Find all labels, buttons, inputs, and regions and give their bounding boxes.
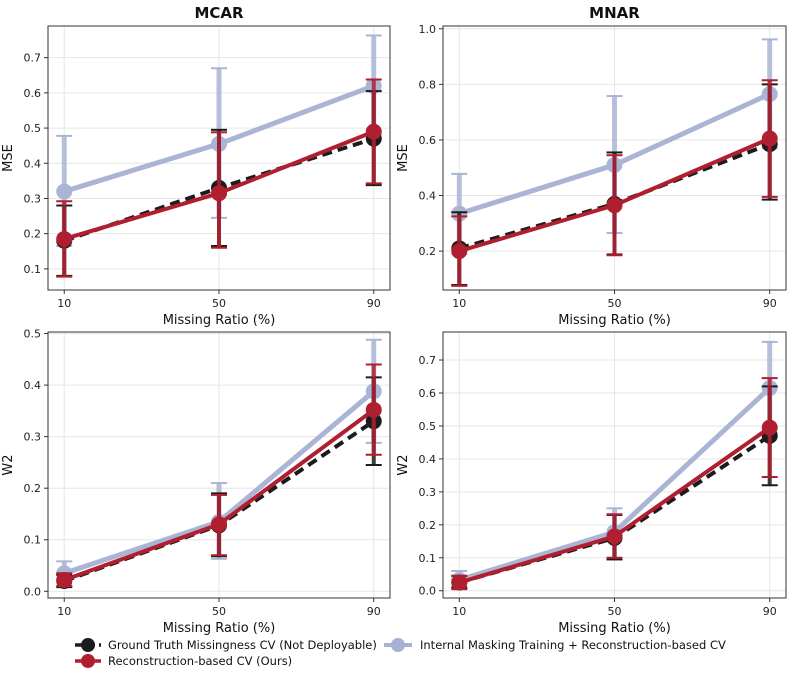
- y-tick-label: 0.5: [24, 328, 42, 341]
- series-ours: [451, 377, 778, 591]
- y-tick-label: 0.4: [24, 157, 42, 170]
- legend: Ground Truth Missingness CV (Not Deploya…: [75, 638, 726, 668]
- data-point-ours: [365, 123, 382, 140]
- y-tick-label: 0.5: [419, 420, 437, 433]
- x-tick-label: 90: [367, 605, 381, 618]
- data-point-ours: [56, 230, 73, 247]
- y-tick-label: 0.0: [24, 585, 42, 598]
- y-tick-label: 1.0: [419, 23, 437, 36]
- chart-title: MNAR: [589, 4, 640, 22]
- y-axis-label: MSE: [396, 144, 411, 172]
- legend-label-ground-truth: Ground Truth Missingness CV (Not Deploya…: [108, 638, 377, 652]
- data-point-ours: [211, 516, 227, 533]
- legend-marker-ours: [81, 654, 95, 668]
- legend-label-ours: Reconstruction-based CV (Ours): [108, 654, 292, 668]
- x-tick-label: 50: [608, 605, 622, 618]
- y-tick-label: 0.7: [24, 52, 42, 65]
- y-tick-label: 0.2: [24, 228, 42, 241]
- y-axis-label: MSE: [1, 144, 16, 172]
- y-tick-label: 0.1: [419, 552, 437, 565]
- data-point-ours: [56, 571, 73, 588]
- data-point-masking: [56, 183, 73, 200]
- y-tick-label: 0.1: [24, 263, 42, 276]
- data-point-ours: [451, 243, 468, 260]
- y-tick-label: 0.4: [419, 453, 437, 466]
- x-tick-label: 50: [212, 297, 226, 310]
- data-point-ours: [365, 401, 382, 418]
- x-tick-label: 10: [452, 605, 466, 618]
- y-tick-label: 0.6: [419, 387, 437, 400]
- chart-panel-3: 0.0 0.1 0.2 0.3 0.4 0.5 10 50 90 Missing Ratio (%…: [1, 328, 391, 636]
- data-point-ours: [761, 130, 778, 147]
- chart-panel-2: 0.2 0.4 0.6 0.8 1.0 10 50 90 Missing Ratio (%) MS…: [396, 4, 787, 328]
- y-tick-label: 0.6: [419, 134, 437, 147]
- x-tick-label: 50: [608, 297, 622, 310]
- legend-marker-ground-truth: [81, 638, 95, 652]
- y-tick-label: 0.4: [24, 379, 42, 392]
- x-axis-label: Missing Ratio (%): [163, 313, 276, 328]
- x-tick-label: 90: [763, 297, 777, 310]
- x-axis-label: Missing Ratio (%): [558, 313, 671, 328]
- y-tick-label: 0.2: [419, 519, 437, 532]
- y-tick-label: 0.6: [24, 87, 42, 100]
- series-ours: [451, 79, 778, 287]
- y-tick-label: 0.5: [24, 122, 42, 135]
- x-tick-label: 10: [57, 297, 71, 310]
- data-point-ours: [211, 185, 227, 202]
- y-tick-label: 0.3: [24, 192, 42, 205]
- x-tick-label: 90: [763, 605, 777, 618]
- chart-title: MCAR: [194, 4, 244, 22]
- series-ours: [56, 363, 382, 588]
- y-tick-label: 0.2: [419, 245, 437, 258]
- data-point-ours: [451, 574, 468, 591]
- legend-label-masking: Internal Masking Training + Reconstructi…: [420, 638, 726, 652]
- data-point-ours: [606, 528, 623, 545]
- legend-item-ours: Reconstruction-based CV (Ours): [75, 654, 292, 668]
- y-tick-label: 0.2: [24, 482, 42, 495]
- y-tick-label: 0.3: [24, 431, 42, 444]
- y-tick-label: 0.3: [419, 486, 437, 499]
- y-tick-label: 0.8: [419, 78, 437, 91]
- legend-item-masking: Internal Masking Training + Reconstructi…: [384, 638, 726, 652]
- legend-item-ground-truth: Ground Truth Missingness CV (Not Deploya…: [75, 638, 377, 652]
- x-tick-label: 90: [367, 297, 381, 310]
- y-tick-label: 0.7: [419, 354, 437, 367]
- y-tick-label: 0.4: [419, 190, 437, 203]
- x-tick-label: 50: [212, 605, 226, 618]
- data-point-ours: [761, 419, 778, 436]
- x-axis-label: Missing Ratio (%): [163, 621, 276, 636]
- y-axis-label: W2: [1, 454, 16, 475]
- x-tick-label: 10: [57, 605, 71, 618]
- legend-marker-masking: [391, 638, 405, 652]
- chart-panel-1: 0.1 0.2 0.3 0.4 0.5 0.6 0.7 10 50 90 Missing Ratio…: [1, 4, 391, 328]
- x-axis-label: Missing Ratio (%): [558, 621, 671, 636]
- y-tick-label: 0.1: [24, 534, 42, 547]
- data-point-ours: [606, 197, 623, 214]
- y-tick-label: 0.0: [419, 585, 437, 598]
- x-tick-label: 10: [452, 297, 466, 310]
- y-axis-label: W2: [396, 454, 411, 475]
- series-ours: [56, 78, 382, 278]
- chart-panel-4: 0.0 0.1 0.2 0.3 0.4 0.5 0.6 0.7 10 50 90 Missing Ra…: [396, 331, 787, 636]
